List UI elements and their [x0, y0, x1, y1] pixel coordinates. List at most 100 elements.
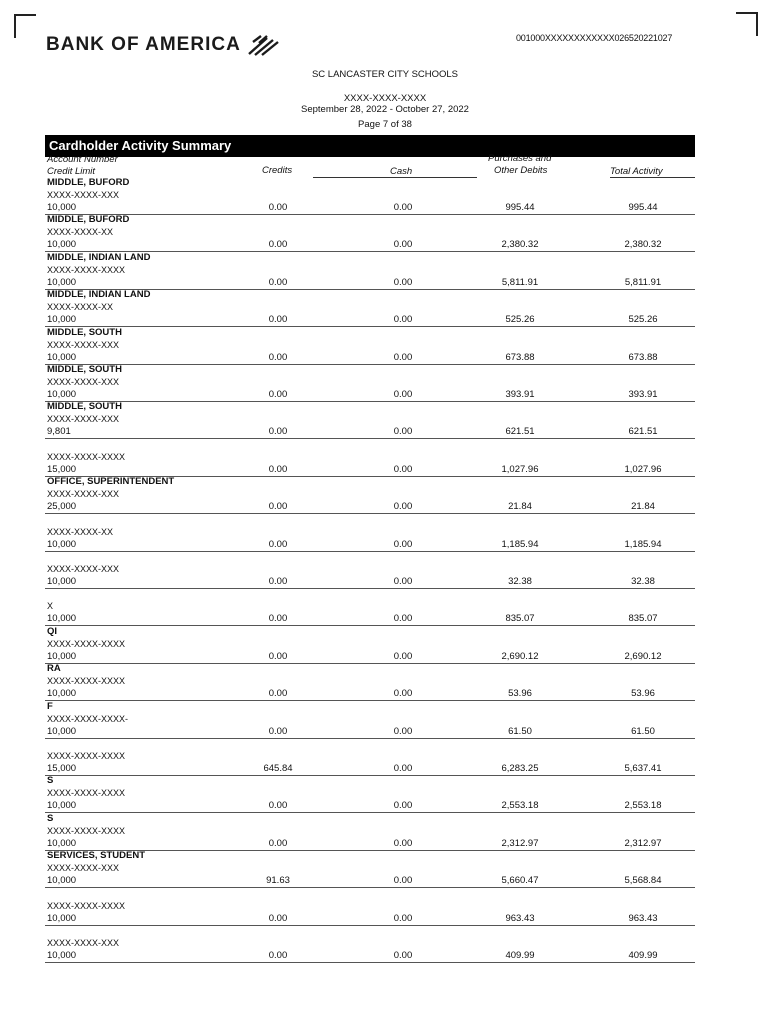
cardholder-name: MIDDLE, BUFORD [47, 214, 130, 226]
table-row: XXXX-XXXX-XX 10,000 0.00 0.00 1,185.94 1,185.… [45, 514, 695, 552]
table-row: MIDDLE, INDIAN LAND XXXX-XXXX-XX 10,000 0.0… [45, 289, 695, 328]
account-number: XXXX-XXXX-XXX [47, 377, 120, 387]
purchases-value: 32.38 [508, 576, 532, 587]
purchases-value: 835.07 [505, 613, 535, 625]
cardholder-name: MIDDLE, INDIAN LAND [47, 251, 151, 263]
purchases-value: 5,660.47 [501, 875, 539, 887]
total-activity-value: 5,568.84 [624, 875, 662, 887]
credit-limit: 10,000 [47, 912, 77, 924]
account-number: XXXX-XXXX-XX [47, 526, 114, 537]
cardholder-name: S [47, 775, 54, 787]
account-number: XXXX-XXXX-XXXX- [47, 713, 129, 724]
credits-value: 0.00 [268, 276, 288, 288]
total-activity-value: 525.26 [628, 314, 658, 326]
bank-logo: BANK OF AMERICA [46, 34, 281, 56]
cash-value: 0.00 [393, 912, 413, 924]
credits-value: 0.00 [268, 837, 288, 849]
total-activity-value: 393.91 [628, 389, 658, 400]
table-row: QI XXXX-XXXX-XXXX 10,000 0.00 0.00 2,690.12 2,… [45, 626, 695, 664]
cardholder-name: MIDDLE, SOUTH [47, 364, 122, 375]
credit-limit: 15,000 [47, 463, 77, 475]
total-activity-value: 673.88 [628, 351, 658, 363]
total-activity-value: 32.38 [631, 576, 655, 587]
table-row: XXXX-XXXX-XXXX 15,000 645.84 0.00 6,283.25 5,… [45, 738, 695, 776]
credit-limit: 15,000 [47, 763, 77, 774]
credits-value: 0.00 [268, 426, 288, 438]
credits-value: 0.00 [268, 725, 288, 737]
account-number: XXXX-XXXX-XXXX [47, 264, 126, 275]
total-activity-value: 835.07 [628, 613, 658, 625]
cash-value: 0.00 [393, 875, 413, 887]
purchases-value: 6,283.25 [501, 763, 539, 774]
bank-name: BANK OF AMERICA [46, 34, 241, 55]
purchases-value: 61.50 [508, 725, 532, 737]
account-number: XXXX-XXXX-XXXX [47, 751, 126, 761]
account-number: XXXX-XXXX-XXX [47, 863, 120, 874]
purchases-value: 621.51 [505, 426, 535, 438]
total-activity-value: 2,553.18 [624, 800, 662, 812]
total-activity-value: 963.43 [628, 912, 658, 924]
total-activity-value: 2,690.12 [624, 650, 662, 662]
credits-value: 0.00 [268, 950, 288, 961]
credit-limit: 10,000 [47, 613, 77, 625]
header-rule [313, 177, 477, 178]
cash-value: 0.00 [393, 538, 413, 550]
credit-limit: 10,000 [47, 314, 77, 326]
credits-value: 0.00 [268, 650, 288, 662]
credits-value: 0.00 [268, 239, 288, 251]
account-number: XXXX-XXXX-XXXX [47, 788, 126, 799]
cash-value: 0.00 [393, 725, 413, 737]
purchases-value: 5,811.91 [501, 276, 539, 288]
section-title: Cardholder Activity Summary [45, 135, 695, 157]
account-number: XXXX-XXXX-XXX [47, 938, 120, 948]
cash-value: 0.00 [393, 613, 413, 625]
cardholder-name: RA [47, 663, 61, 675]
total-activity-value: 995.44 [628, 202, 658, 213]
table-row: MIDDLE, SOUTH XXXX-XXXX-XXX 10,000 0.00 0.00… [45, 364, 695, 402]
credit-limit: 10,000 [47, 389, 77, 400]
credit-limit: 10,000 [47, 875, 77, 887]
account-number: X [47, 601, 54, 612]
credit-limit: 10,000 [47, 950, 77, 961]
cash-value: 0.00 [393, 837, 413, 849]
account-number: XXXX-XXXX-XXX [47, 489, 120, 500]
cardholder-name: S [47, 812, 54, 824]
table-row: MIDDLE, SOUTH XXXX-XXXX-XXX 9,801 0.00 0.00 6… [45, 401, 695, 440]
credit-limit: 10,000 [47, 725, 77, 737]
account-number: XXXX-XXXX-XXXX [47, 900, 126, 911]
crop-mark-top-left [14, 14, 36, 38]
credits-value: 0.00 [268, 912, 288, 924]
total-activity-value: 621.51 [628, 426, 658, 438]
cardholder-name: MIDDLE, SOUTH [47, 401, 122, 413]
table-row: F XXXX-XXXX-XXXX- 10,000 0.00 0.00 61.50 61.50 [45, 701, 695, 739]
cardholder-name: OFFICE, SUPERINTENDENT [47, 476, 175, 488]
col-credits: Credits [262, 165, 293, 176]
purchases-value: 995.44 [505, 202, 535, 213]
table-row: MIDDLE, SOUTH XXXX-XXXX-XXX 10,000 0.00 0.00… [45, 327, 695, 365]
cash-value: 0.00 [393, 202, 413, 213]
table-row: RA XXXX-XXXX-XXXX 10,000 0.00 0.00 53.96 53.96 [45, 663, 695, 702]
credit-limit: 9,801 [47, 426, 71, 438]
purchases-value: 53.96 [508, 688, 532, 700]
cash-value: 0.00 [393, 501, 413, 513]
credits-value: 0.00 [268, 538, 288, 550]
table-row: XXXX-XXXX-XXX 10,000 0.00 0.00 32.38 32.38 [45, 551, 695, 589]
table-row: XXXX-XXXX-XXXX 10,000 0.00 0.00 963.43 963.43 [45, 888, 695, 926]
cash-value: 0.00 [393, 463, 413, 475]
total-activity-value: 1,185.94 [624, 538, 662, 550]
table-row: XXXX-XXXX-XXX 10,000 0.00 0.00 409.99 409.99 [45, 925, 695, 963]
credits-value: 0.00 [268, 800, 288, 812]
table-row: MIDDLE, BUFORD XXXX-XXXX-XXX 10,000 0.00 0.0… [45, 177, 695, 215]
purchases-value: 1,185.94 [501, 538, 539, 550]
account-number: XXXX-XXXX-XXX [47, 339, 120, 350]
credit-limit: 10,000 [47, 202, 77, 213]
table-row: MIDDLE, BUFORD XXXX-XXXX-XX 10,000 0.00 0.00… [45, 214, 695, 253]
purchases-value: 673.88 [505, 351, 535, 363]
col-cash: Cash [390, 166, 413, 177]
purchases-value: 2,553.18 [501, 800, 539, 812]
credits-value: 0.00 [268, 463, 288, 475]
col-credit-limit: Credit Limit [47, 166, 96, 177]
cash-value: 0.00 [393, 239, 413, 251]
cardholder-name: QI [47, 625, 58, 637]
col-purchases-line1: Purchases and [488, 153, 552, 164]
